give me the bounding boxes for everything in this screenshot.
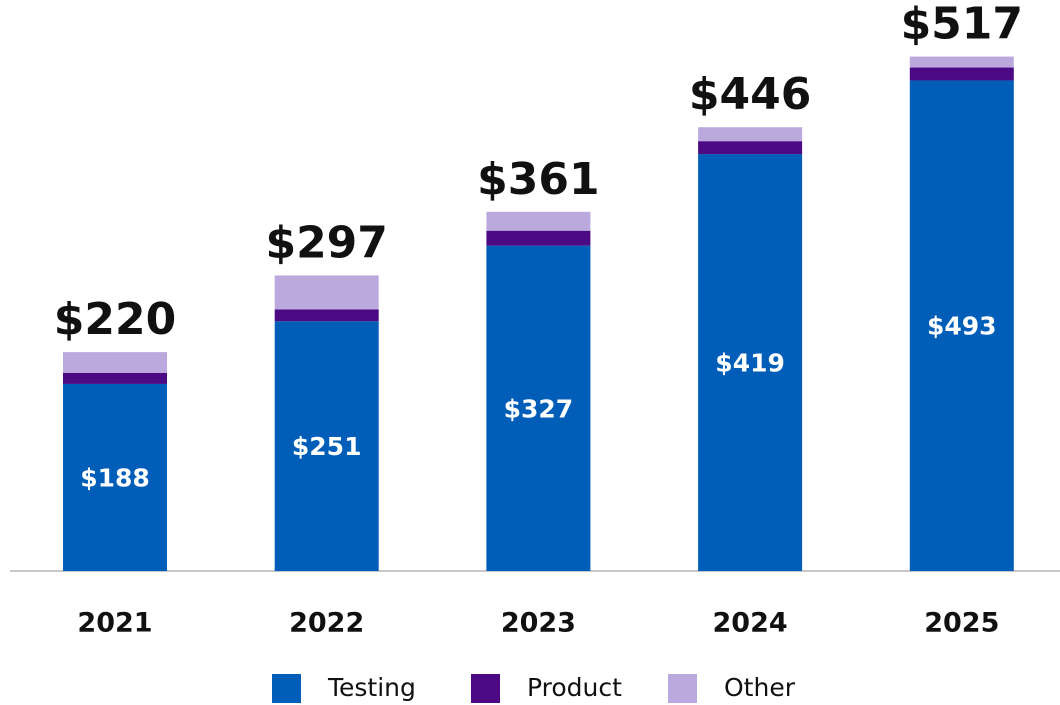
total-label: $220: [54, 294, 176, 345]
x-tick-label: 2021: [77, 608, 152, 639]
legend-label: Other: [724, 673, 796, 702]
total-label: $517: [901, 0, 1023, 50]
segment-label: $493: [927, 312, 997, 341]
bar-segment: [486, 211, 591, 231]
legend-label: Testing: [327, 673, 416, 702]
total-label: $446: [689, 69, 811, 120]
bar-segment: [274, 275, 379, 310]
bar-segment: [909, 67, 1014, 81]
legend-swatch: [471, 674, 500, 703]
x-tick-label: 2023: [501, 608, 576, 639]
segment-label: $188: [80, 463, 150, 492]
bar-segment: [274, 309, 379, 322]
bar-segment: [698, 141, 803, 155]
bar-segment: [909, 56, 1014, 68]
bar-segment: [63, 383, 167, 571]
bar-segment: [63, 372, 167, 384]
bar-segment: [698, 127, 803, 142]
legend-label: Product: [527, 673, 622, 702]
segment-label: $419: [715, 349, 785, 378]
bar-segment: [698, 154, 803, 571]
legend-swatch: [272, 674, 301, 703]
total-label: $361: [477, 154, 599, 205]
x-tick-label: 2024: [713, 608, 788, 639]
x-tick-label: 2025: [924, 608, 999, 639]
bar-segment: [909, 80, 1014, 571]
segment-label: $327: [504, 394, 574, 423]
total-label: $297: [265, 217, 387, 268]
bar-segment: [486, 230, 591, 246]
legend-swatch: [668, 674, 697, 703]
bar-segment: [486, 245, 591, 571]
x-tick-label: 2022: [289, 608, 364, 639]
bar-segment: [63, 352, 167, 373]
bar-segment: [274, 321, 379, 571]
segment-label: $251: [292, 432, 362, 461]
